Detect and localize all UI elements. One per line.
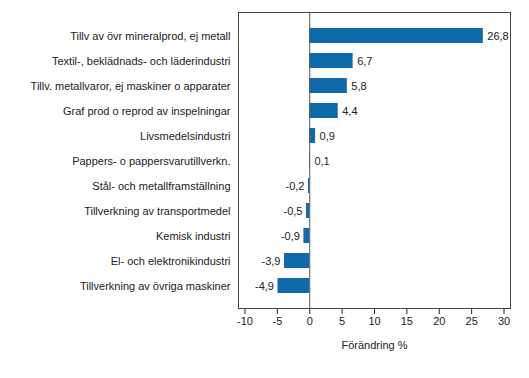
svg-text:20: 20 bbox=[433, 315, 445, 327]
svg-text:0,9: 0,9 bbox=[320, 130, 335, 142]
svg-text:Tillverkning av övriga maskine: Tillverkning av övriga maskiner bbox=[80, 280, 231, 292]
svg-text:5: 5 bbox=[339, 315, 345, 327]
svg-text:-0,9: -0,9 bbox=[281, 230, 300, 242]
svg-text:25: 25 bbox=[466, 315, 478, 327]
svg-text:10: 10 bbox=[368, 315, 380, 327]
svg-text:Textil-, beklädnads- och läder: Textil-, beklädnads- och läderindustri bbox=[52, 55, 231, 67]
svg-text:Förändring %: Förändring % bbox=[341, 339, 407, 351]
svg-text:Tillv. metallvaror, ej maskine: Tillv. metallvaror, ej maskiner o appara… bbox=[31, 80, 231, 92]
svg-text:-4,9: -4,9 bbox=[255, 280, 274, 292]
svg-text:4,4: 4,4 bbox=[342, 105, 357, 117]
svg-text:Graf prod o reprod av inspelni: Graf prod o reprod av inspelningar bbox=[63, 105, 231, 117]
svg-text:0,1: 0,1 bbox=[314, 155, 329, 167]
svg-text:Pappers- o pappersvarutillverk: Pappers- o pappersvarutillverkn. bbox=[72, 155, 230, 167]
svg-text:15: 15 bbox=[401, 315, 413, 327]
svg-text:Tillverkning av transportmedel: Tillverkning av transportmedel bbox=[84, 205, 230, 217]
svg-text:0: 0 bbox=[307, 315, 313, 327]
svg-text:Tillv av övr mineralprod, ej m: Tillv av övr mineralprod, ej metall bbox=[70, 30, 230, 42]
svg-text:Livsmedelsindustri: Livsmedelsindustri bbox=[140, 130, 230, 142]
svg-text:-0,2: -0,2 bbox=[285, 180, 304, 192]
svg-text:El- och elektronikindustri: El- och elektronikindustri bbox=[111, 255, 231, 267]
svg-text:-0,5: -0,5 bbox=[284, 205, 303, 217]
svg-text:5,8: 5,8 bbox=[351, 80, 366, 92]
svg-text:Stål- och metallframställning: Stål- och metallframställning bbox=[92, 180, 230, 192]
svg-text:Kemisk industri: Kemisk industri bbox=[156, 230, 231, 242]
svg-text:-3,9: -3,9 bbox=[262, 255, 281, 267]
svg-text:-10: -10 bbox=[237, 315, 253, 327]
svg-text:26,8: 26,8 bbox=[487, 30, 508, 42]
svg-text:6,7: 6,7 bbox=[357, 55, 372, 67]
svg-text:30: 30 bbox=[498, 315, 510, 327]
svg-text:-5: -5 bbox=[272, 315, 282, 327]
